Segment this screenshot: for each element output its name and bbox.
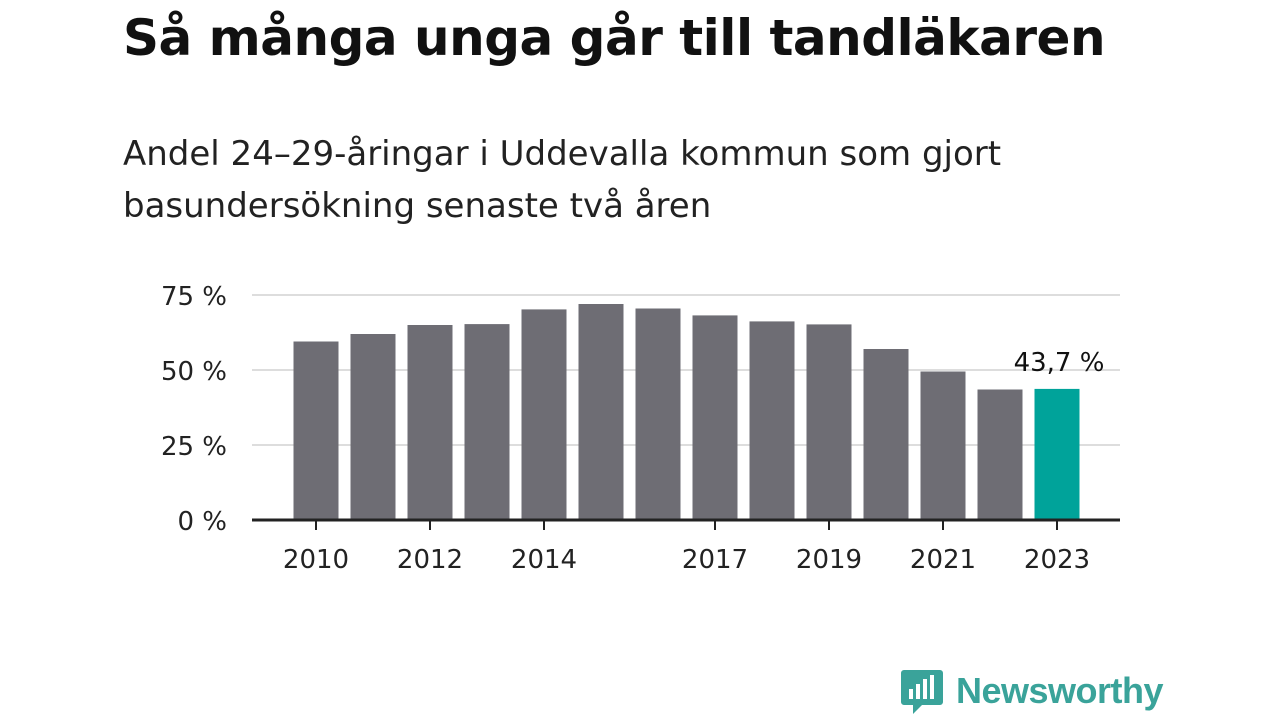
bar-2020 — [863, 349, 909, 520]
x-tick-label: 2017 — [682, 545, 748, 575]
x-tick-label: 2010 — [283, 545, 349, 575]
newsworthy-logo: Newsworthy — [900, 668, 1164, 720]
bar-2022 — [977, 389, 1023, 520]
bar-2019 — [806, 324, 852, 520]
bar-2017 — [692, 315, 738, 520]
bar-2018 — [749, 321, 795, 520]
bar-2011 — [350, 334, 396, 520]
chart-subtitle: Andel 24–29-åringar i Uddevalla kommun s… — [123, 128, 1083, 232]
y-tick-label: 50 % — [161, 357, 227, 387]
bar-2023 — [1034, 388, 1080, 520]
chart-subtitle-line1: Andel 24–29-åringar i Uddevalla kommun s… — [123, 134, 1002, 174]
chart-title: Så många unga går till tandläkaren — [123, 9, 1106, 67]
logo-text: Newsworthy — [956, 670, 1164, 711]
bar-2016 — [635, 308, 681, 520]
y-tick-label: 75 % — [161, 282, 227, 312]
bar-2012 — [407, 325, 453, 520]
bar-2013 — [464, 324, 510, 520]
y-tick-label: 25 % — [161, 432, 227, 462]
x-tick-label: 2021 — [910, 545, 976, 575]
bar-2014 — [521, 309, 567, 520]
x-tick-label: 2012 — [397, 545, 463, 575]
newsworthy-chart-bubble-icon — [901, 670, 943, 714]
bar-2010 — [293, 341, 339, 520]
bar-2021 — [920, 371, 966, 520]
x-tick-label: 2019 — [796, 545, 862, 575]
chart-subtitle-line2: basundersökning senaste två åren — [123, 186, 712, 226]
data-label-2023: 43,7 % — [1014, 348, 1105, 378]
x-tick-label: 2023 — [1024, 545, 1090, 575]
x-tick-label: 2014 — [511, 545, 577, 575]
bar-2015 — [578, 304, 624, 520]
y-tick-label: 0 % — [177, 507, 227, 537]
